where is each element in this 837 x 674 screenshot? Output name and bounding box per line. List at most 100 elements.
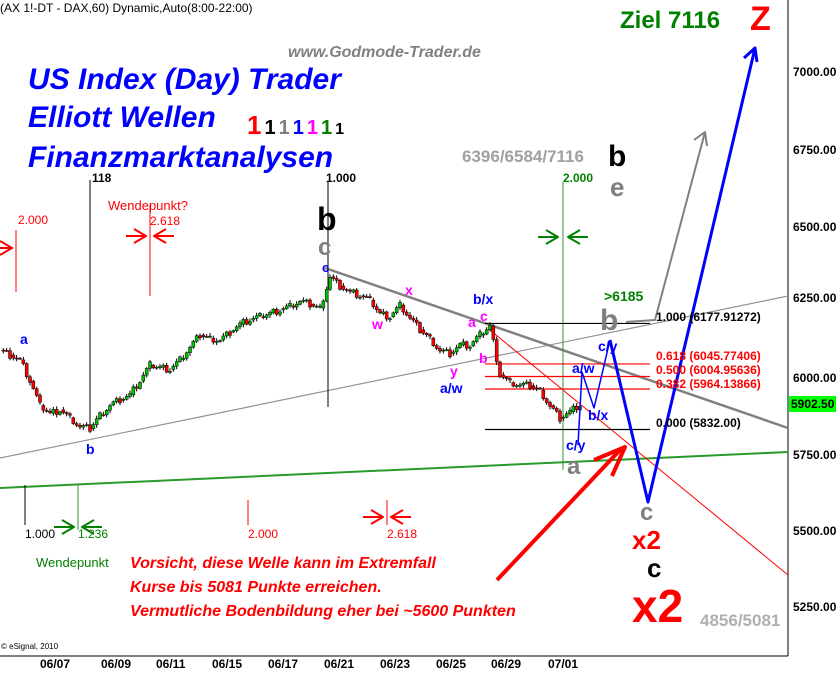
candle [451, 351, 456, 354]
candle [118, 398, 122, 404]
candle [474, 336, 479, 342]
time-fib-1000: 1.000 [326, 171, 357, 185]
fib-level-label: 0.500 (6004.95636) [656, 363, 761, 377]
candle [211, 337, 216, 343]
candle [298, 301, 302, 305]
candle [381, 311, 386, 314]
target-levels: 6396/6584/7116 [462, 147, 584, 166]
degree-digit: 1 [292, 117, 304, 139]
candle [248, 321, 252, 325]
candle [378, 309, 382, 314]
candle [51, 409, 56, 414]
candle [424, 333, 429, 335]
candle [371, 299, 376, 307]
candle [148, 361, 152, 369]
candle [264, 314, 269, 318]
candle [351, 289, 356, 293]
candle [214, 341, 219, 343]
candle [234, 326, 239, 332]
candle [434, 345, 439, 349]
y-tick-label: 6750.00 [793, 143, 837, 157]
arrowhead-icon [693, 131, 708, 147]
candle [58, 411, 62, 415]
candle [131, 386, 136, 396]
trendline-support [0, 451, 789, 489]
candle [538, 387, 542, 390]
degree-digit: 1 [335, 121, 344, 138]
candle [368, 296, 372, 298]
candle [421, 329, 426, 334]
candle [508, 378, 512, 381]
candle [121, 399, 126, 401]
candle [88, 424, 92, 432]
warning-line-2: Kurse bis 5081 Punkte erreichen. [130, 579, 382, 596]
candle [454, 347, 459, 353]
candle [111, 401, 116, 406]
candle [311, 304, 316, 307]
candle [324, 288, 329, 302]
candle [284, 305, 289, 309]
candle [554, 408, 559, 412]
red-arrow [495, 448, 622, 582]
x-tick-label: 06/23 [380, 657, 411, 671]
candle [418, 322, 422, 333]
candle [54, 409, 59, 415]
candle [501, 374, 506, 378]
candle [34, 388, 39, 396]
candle [18, 358, 22, 360]
candle [444, 349, 449, 351]
candle [124, 396, 129, 400]
candle [514, 385, 519, 387]
candle [198, 335, 202, 339]
candle [321, 300, 326, 309]
candle [448, 349, 452, 358]
candle [278, 311, 282, 315]
y-tick-label: 5250.00 [793, 600, 837, 614]
trendline-rising [0, 295, 789, 459]
title-line-2: Elliott Wellen [28, 101, 216, 134]
candle [48, 411, 52, 413]
candle [151, 364, 156, 369]
candle [1, 349, 6, 352]
candle [491, 325, 496, 340]
candle [394, 307, 399, 314]
target-letter: Z [750, 0, 771, 38]
candle [354, 289, 359, 298]
candle [104, 410, 109, 416]
wave-label: a [20, 331, 28, 347]
candle [108, 405, 112, 411]
wave-label: c [640, 499, 654, 526]
wave-label: b [86, 441, 95, 457]
candle [471, 341, 476, 347]
y-tick-label: 7000.00 [793, 65, 837, 79]
candle [254, 315, 259, 319]
candle [274, 309, 279, 315]
title-line-3: Finanzmarktanalysen [28, 141, 334, 174]
candle [188, 347, 192, 354]
candle [134, 386, 139, 389]
wave-label-target: >6185 [604, 288, 644, 304]
candle [331, 276, 336, 279]
candle [334, 278, 339, 281]
x-tick-label: 06/25 [436, 657, 467, 671]
candle [271, 309, 276, 314]
candle [64, 412, 69, 415]
fib-level-label: 0.618 (6045.77406) [656, 349, 761, 363]
candle [11, 354, 16, 359]
candle [504, 377, 509, 379]
degree-digit: 1 [247, 110, 262, 140]
candle [464, 341, 469, 349]
candle [408, 314, 412, 319]
degree-digit: 1 [320, 117, 333, 139]
wave-label: a [468, 314, 476, 330]
trendline-falling [324, 266, 789, 430]
candle [238, 322, 242, 328]
x-tick-label: 06/29 [491, 657, 522, 671]
candle [314, 305, 319, 308]
fib-level-label: 0.382 (5964.13866) [656, 377, 761, 391]
candle [261, 316, 266, 318]
candle [78, 425, 82, 428]
time-fib-bottom-2000: 2.000 [248, 527, 279, 541]
candle [184, 352, 189, 359]
candle [228, 331, 232, 336]
